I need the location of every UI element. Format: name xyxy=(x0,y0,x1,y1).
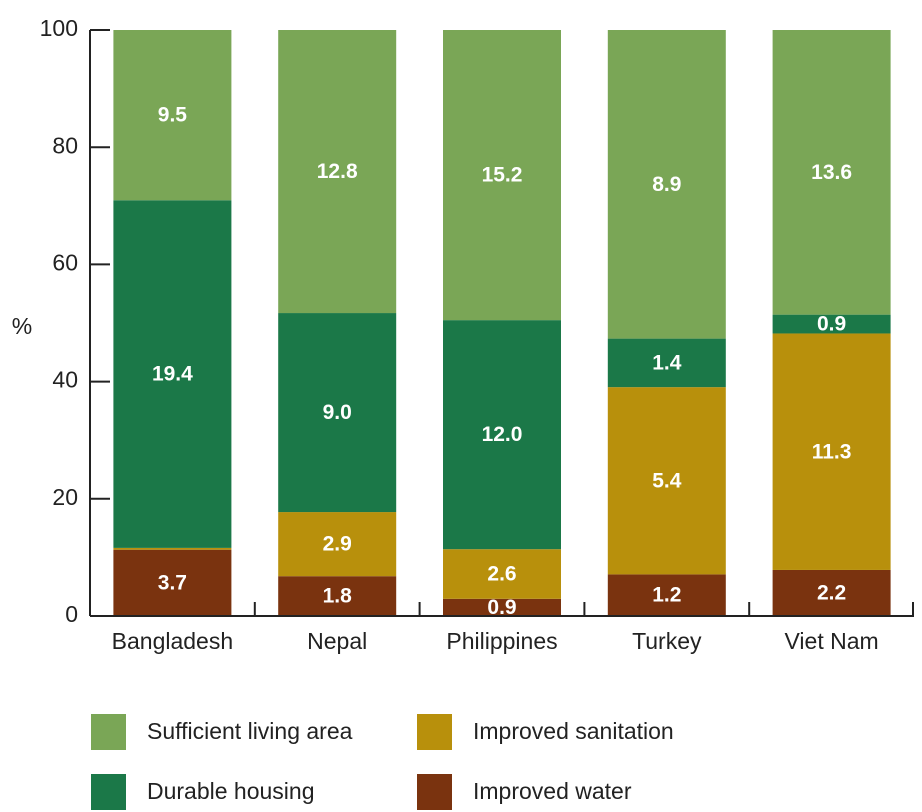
bar-segment xyxy=(278,30,397,314)
bar-segment xyxy=(772,333,891,570)
y-tick-label: 80 xyxy=(52,132,78,158)
legend-label: Improved water xyxy=(473,778,632,804)
bar-segment xyxy=(113,200,232,548)
data-label: 9.5 xyxy=(158,104,188,127)
bar-segment xyxy=(113,547,232,550)
y-tick-label: 100 xyxy=(40,15,78,41)
bar-segment xyxy=(113,549,232,616)
data-label: 11.3 xyxy=(812,440,852,463)
bar-segment xyxy=(443,549,561,599)
bar-segment xyxy=(113,30,232,201)
bar-segment xyxy=(772,30,891,315)
data-label: 12.0 xyxy=(482,423,523,446)
data-label: 13.6 xyxy=(811,161,852,184)
bar-segment xyxy=(607,387,726,575)
x-tick-label: Turkey xyxy=(632,628,702,654)
legend-label: Sufficient living area xyxy=(147,718,353,744)
legend-swatch xyxy=(91,714,126,750)
legend-swatch xyxy=(417,774,452,810)
legend-label: Improved sanitation xyxy=(473,718,674,744)
data-label: 9.0 xyxy=(323,401,352,424)
x-tick-label: Philippines xyxy=(446,628,557,654)
x-tick-label: Nepal xyxy=(307,628,367,654)
data-label: 2.9 xyxy=(323,533,352,556)
bar-segment xyxy=(278,313,397,513)
data-label: 15.2 xyxy=(482,164,523,187)
data-label: 0.9 xyxy=(817,313,846,336)
data-label: 3.7 xyxy=(158,571,187,594)
legend-swatch xyxy=(91,774,126,810)
bar-segment xyxy=(607,574,726,616)
legend-swatch xyxy=(417,714,452,750)
legend-label: Durable housing xyxy=(147,778,315,804)
y-tick-label: 0 xyxy=(65,601,78,627)
bar-segment xyxy=(772,314,891,334)
data-label: 8.9 xyxy=(652,173,681,196)
x-tick-label: Viet Nam xyxy=(785,628,879,654)
data-label: 2.6 xyxy=(487,563,516,586)
y-axis-label: % xyxy=(12,313,32,339)
data-label: 2.2 xyxy=(817,582,846,605)
bar-segment xyxy=(278,512,397,577)
bar-segment xyxy=(607,338,726,388)
bar-segment xyxy=(443,320,561,550)
data-label: 19.4 xyxy=(152,363,193,386)
y-tick-label: 20 xyxy=(52,484,78,510)
bar-segment xyxy=(278,576,397,616)
x-tick-label: Bangladesh xyxy=(112,628,234,654)
bar-segment xyxy=(607,30,726,339)
bar-segment xyxy=(443,30,561,321)
data-label: 0.9 xyxy=(487,596,516,619)
y-tick-label: 40 xyxy=(52,367,78,393)
data-label: 12.8 xyxy=(317,160,358,183)
y-tick-label: 60 xyxy=(52,249,78,275)
data-label: 1.8 xyxy=(323,585,353,608)
bar-segment xyxy=(443,598,561,616)
bar-segment xyxy=(772,569,891,616)
data-label: 1.2 xyxy=(652,584,681,607)
data-label: 5.4 xyxy=(652,469,682,492)
data-label: 1.4 xyxy=(652,351,682,374)
